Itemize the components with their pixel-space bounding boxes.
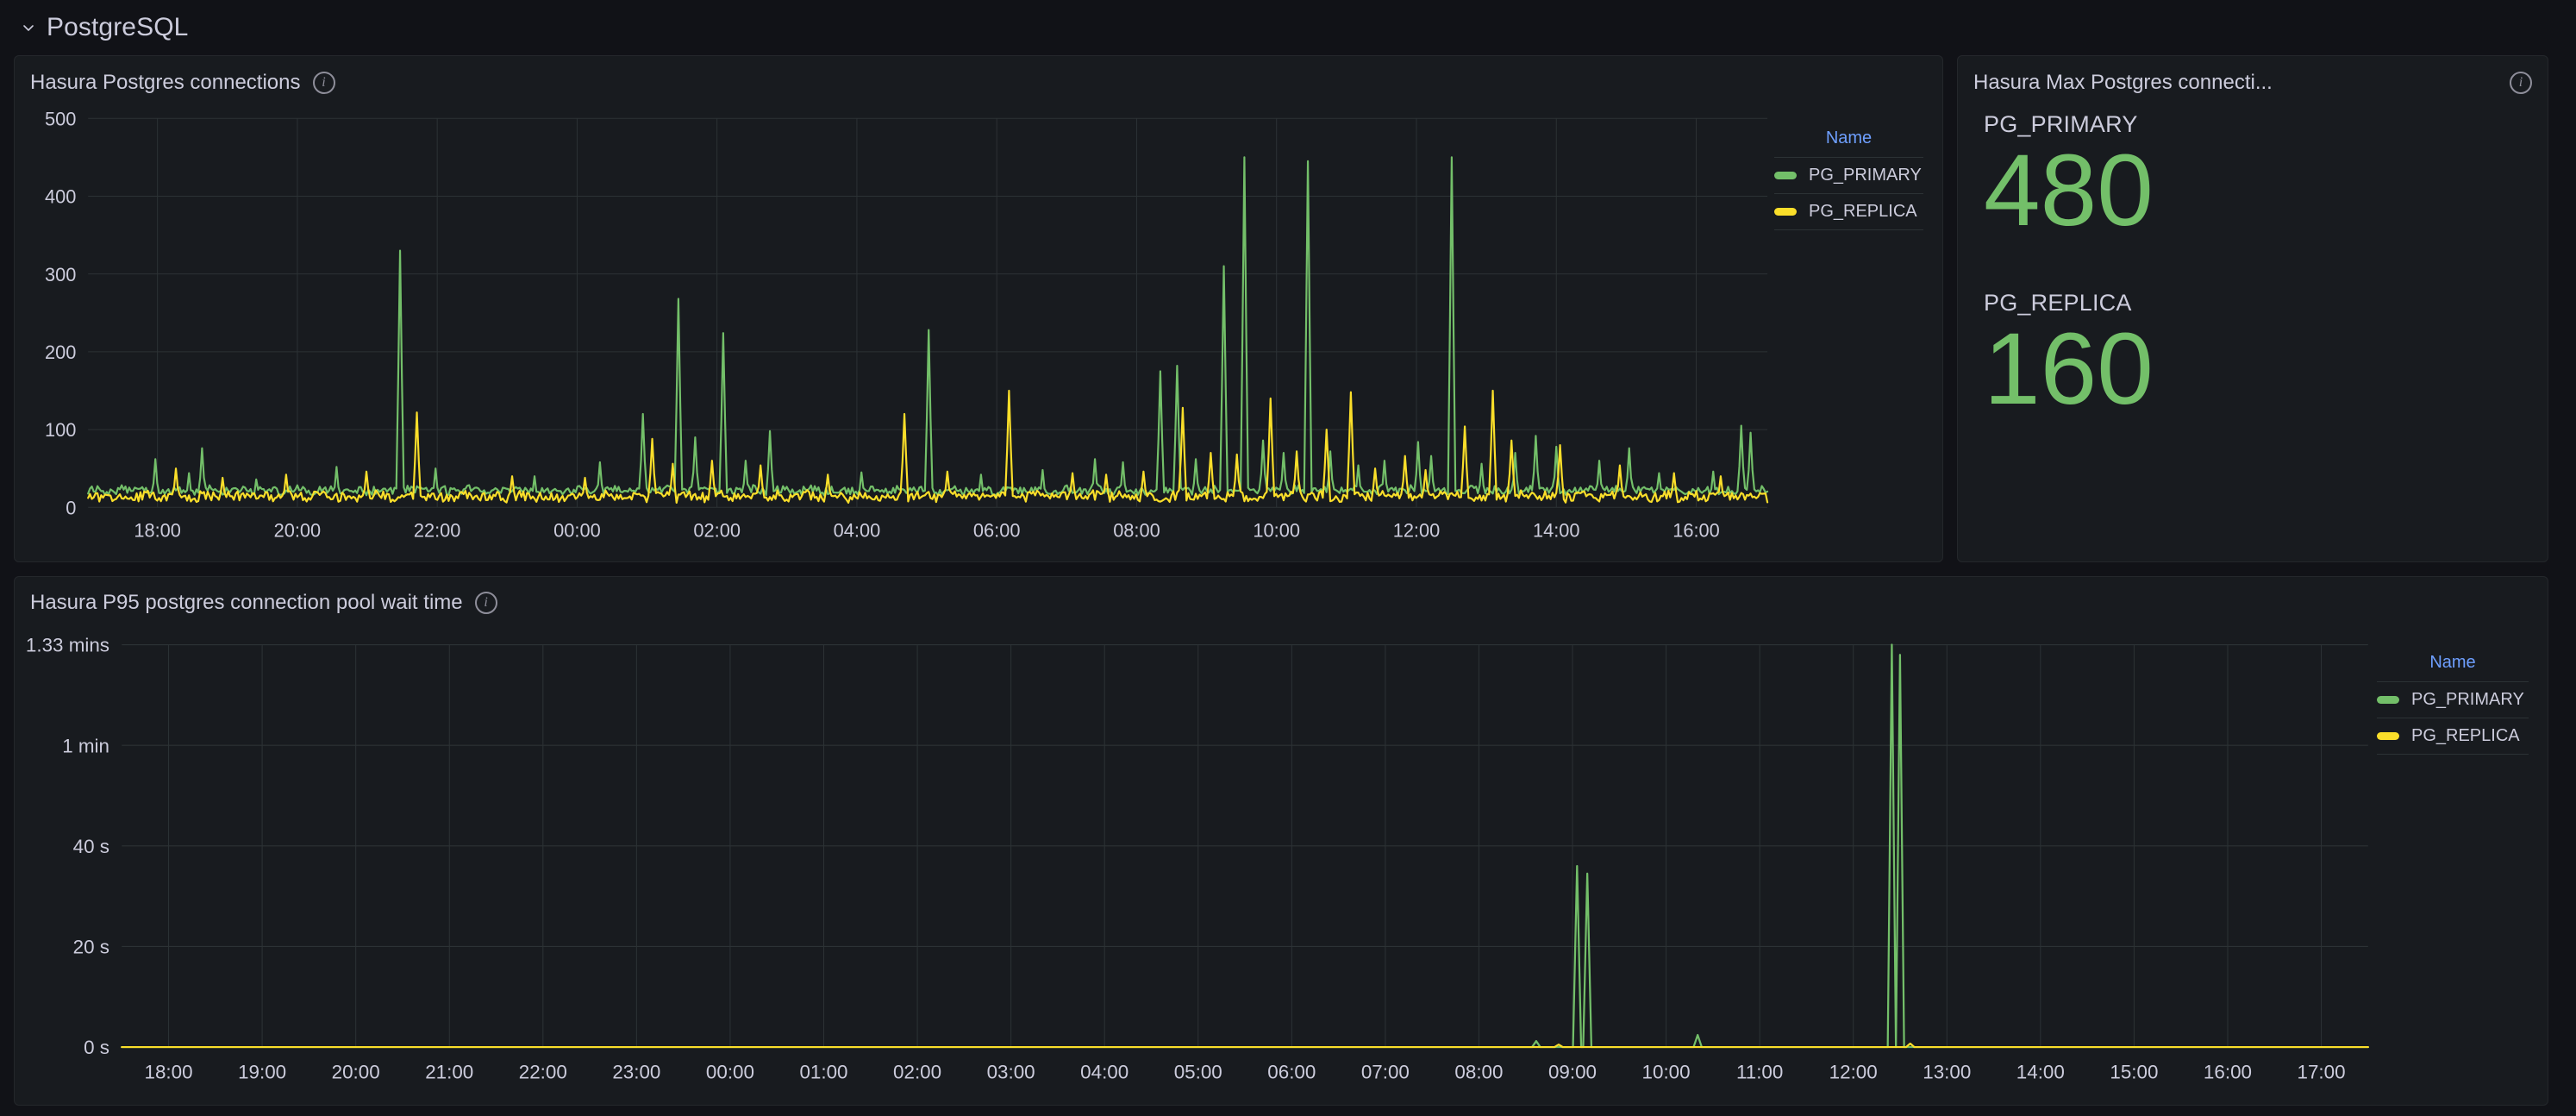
legend-item-pg-primary[interactable]: PG_PRIMARY [2377,681,2529,718]
legend-item-pg-replica[interactable]: PG_REPLICA [1774,193,1923,230]
x-axis-tick-label: 02:00 [693,519,741,541]
x-axis-tick-label: 12:00 [1829,1062,1878,1083]
x-axis-tick-label: 03:00 [987,1062,1035,1083]
series-line-pg-replica [87,389,1769,505]
series-line-pg-replica [121,1042,2369,1049]
legend-connections: Name PG_PRIMARY PG_REPLICA [1774,99,1942,561]
y-axis-tick-label: 40 s [73,836,109,857]
x-axis-tick-label: 08:00 [1454,1062,1503,1083]
stat-value: 160 [1984,311,2154,426]
panel-hasura-max-postgres-connections: Hasura Max Postgres connecti... i PG_PRI… [1957,55,2548,562]
panel-header: Hasura Max Postgres connecti... i [1958,56,2548,99]
x-axis-tick-label: 00:00 [706,1062,754,1083]
x-axis-tick-label: 21:00 [425,1062,473,1083]
panel-title: Hasura Max Postgres connecti... [1973,71,2273,94]
section-title: PostgreSQL [47,13,189,41]
y-axis-tick-label: 1 min [62,735,109,756]
dashboard-row-1: Hasura Postgres connections i 0 100 200 300… [14,55,2562,562]
y-axis-tick-label: 400 [45,185,76,207]
x-axis-tick-label: 06:00 [1267,1062,1316,1083]
dashboard-row-2: Hasura P95 postgres connection pool wait… [14,576,2562,1106]
x-axis-tick-label: 16:00 [2204,1062,2252,1083]
legend-item-label: PG_PRIMARY [1809,166,1922,185]
y-axis-tick-label: 0 [66,497,76,518]
panel-header: Hasura Postgres connections i [15,56,1942,99]
stat-label: PG_REPLICA [1984,289,2132,316]
x-axis-tick-label: 09:00 [1548,1062,1597,1083]
x-axis-tick-label: 22:00 [519,1062,567,1083]
legend-color-swatch [1774,172,1797,179]
x-axis-tick-label: 18:00 [134,519,181,541]
x-axis-tick-label: 18:00 [145,1062,193,1083]
legend-item-label: PG_REPLICA [1809,202,1917,221]
x-axis-tick-label: 16:00 [1673,519,1720,541]
x-axis-tick-label: 17:00 [2298,1062,2346,1083]
y-axis-tick-label: 300 [45,264,76,285]
legend-wait-time: Name PG_PRIMARY PG_REPLICA [2377,618,2548,1107]
x-axis-tick-label: 10:00 [1253,519,1300,541]
x-axis-tick-label: 14:00 [2016,1062,2065,1083]
x-axis-tick-label: 07:00 [1361,1062,1410,1083]
legend-item-label: PG_PRIMARY [2411,690,2524,709]
y-axis-tick-label: 100 [45,419,76,441]
stat-label: PG_PRIMARY [1984,111,2138,137]
info-circle-icon[interactable]: i [2510,72,2532,94]
panel-title: Hasura Postgres connections [30,71,301,94]
x-axis-tick-label: 04:00 [834,519,881,541]
legend-item-pg-primary[interactable]: PG_PRIMARY [1774,157,1923,193]
y-axis-tick-label: 0 s [84,1037,109,1058]
legend-header[interactable]: Name [1825,129,1873,147]
info-circle-icon[interactable]: i [312,72,335,94]
timeseries-chart-connections[interactable]: 0 100 200 300 400 500 18:00 20:00 22:00 00:00 02:0… [15,99,1774,561]
timeseries-body: 0 s 20 s 40 s 1 min 1.33 mins 18:00 19:00 20:00… [15,618,2548,1107]
x-axis-tick-label: 10:00 [1642,1062,1691,1083]
panel-hasura-postgres-connections: Hasura Postgres connections i 0 100 200 300… [14,55,1943,562]
legend-color-swatch [1774,208,1797,216]
x-axis-tick-label: 13:00 [1923,1062,1971,1083]
y-axis-tick-label: 500 [45,108,76,129]
x-axis-tick-label: 11:00 [1736,1062,1783,1083]
timeseries-body: 0 100 200 300 400 500 18:00 20:00 22:00 00:00 02:0… [15,99,1942,561]
info-circle-icon[interactable]: i [474,592,497,614]
stat-value: 480 [1984,134,2154,248]
y-axis-tick-label: 200 [45,342,76,363]
panel-hasura-p95-pool-wait-time: Hasura P95 postgres connection pool wait… [14,576,2548,1106]
x-axis-tick-label: 14:00 [1533,519,1580,541]
x-axis-tick-label: 08:00 [1113,519,1160,541]
legend-color-swatch [2377,696,2399,704]
legend-item-label: PG_REPLICA [2411,726,2520,745]
panel-header: Hasura P95 postgres connection pool wait… [15,577,2548,618]
x-axis-tick-label: 06:00 [973,519,1021,541]
timeseries-chart-wait-time[interactable]: 0 s 20 s 40 s 1 min 1.33 mins 18:00 19:00 20:00… [15,618,2377,1107]
dashboard-grid: Hasura Postgres connections i 0 100 200 300… [0,55,2576,1116]
y-axis-tick-label: 1.33 mins [26,635,109,656]
x-axis-tick-label: 22:00 [414,519,461,541]
panel-title: Hasura P95 postgres connection pool wait… [30,591,463,614]
x-axis-tick-label: 12:00 [1393,519,1441,541]
stat-panel-body: PG_PRIMARY 480 PG_REPLICA 160 [1958,99,2548,561]
x-axis-tick-label: 19:00 [238,1062,286,1083]
x-axis-tick-label: 23:00 [612,1062,660,1083]
x-axis-tick-label: 15:00 [2110,1062,2158,1083]
stat-block-pg-primary[interactable]: PG_PRIMARY 480 [1984,111,2522,245]
x-axis-tick-label: 02:00 [893,1062,941,1083]
legend-color-swatch [2377,732,2399,740]
series-line-pg-primary [87,156,1769,497]
x-axis-tick-label: 00:00 [553,519,601,541]
x-axis-tick-label: 01:00 [799,1062,847,1083]
plot-area-connections[interactable]: 0 100 200 300 400 500 18:00 20:00 22:00 00:00 02:0… [15,99,1774,561]
x-axis-tick-label: 04:00 [1080,1062,1129,1083]
x-axis-tick-label: 20:00 [332,1062,380,1083]
y-axis-tick-label: 20 s [73,937,109,958]
plot-area-wait-time[interactable]: 0 s 20 s 40 s 1 min 1.33 mins 18:00 19:00 20:00… [15,618,2377,1107]
chevron-down-icon[interactable] [19,18,38,37]
legend-item-pg-replica[interactable]: PG_REPLICA [2377,718,2529,755]
x-axis-tick-label: 05:00 [1174,1062,1222,1083]
dashboard-section-header[interactable]: PostgreSQL [0,0,2576,55]
legend-header[interactable]: Name [2429,653,2476,672]
x-axis-tick-label: 20:00 [274,519,322,541]
stat-block-pg-replica[interactable]: PG_REPLICA 160 [1984,290,2522,423]
